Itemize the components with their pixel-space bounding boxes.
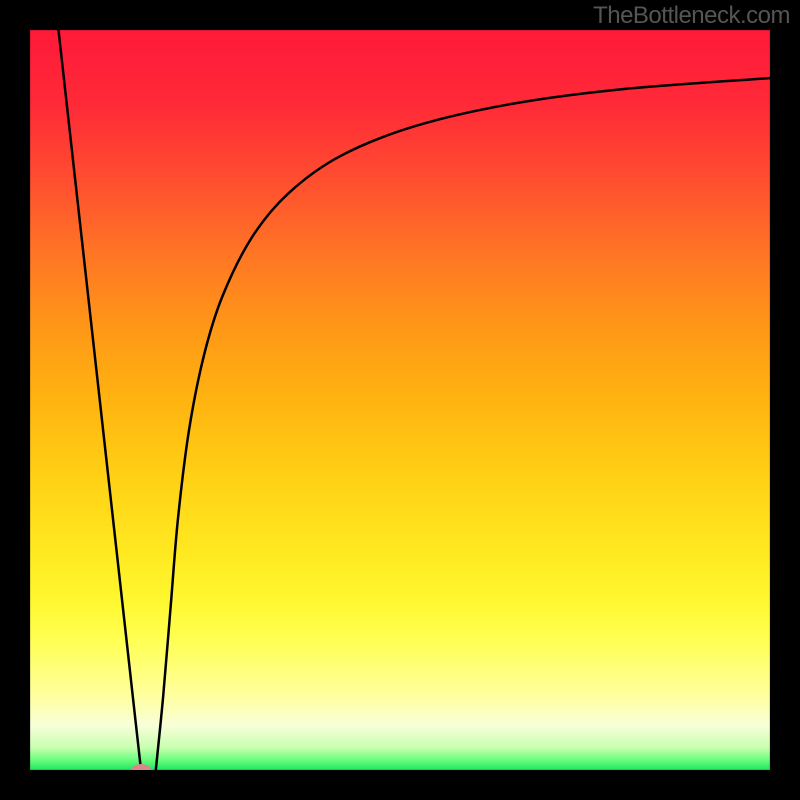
border-bottom xyxy=(0,770,800,800)
chart-container: { "attribution": { "text": "TheBottlenec… xyxy=(0,0,800,800)
border-left xyxy=(0,0,30,800)
curve-overlay xyxy=(0,0,800,800)
border-right xyxy=(770,0,800,800)
attribution-text: TheBottleneck.com xyxy=(593,2,790,30)
